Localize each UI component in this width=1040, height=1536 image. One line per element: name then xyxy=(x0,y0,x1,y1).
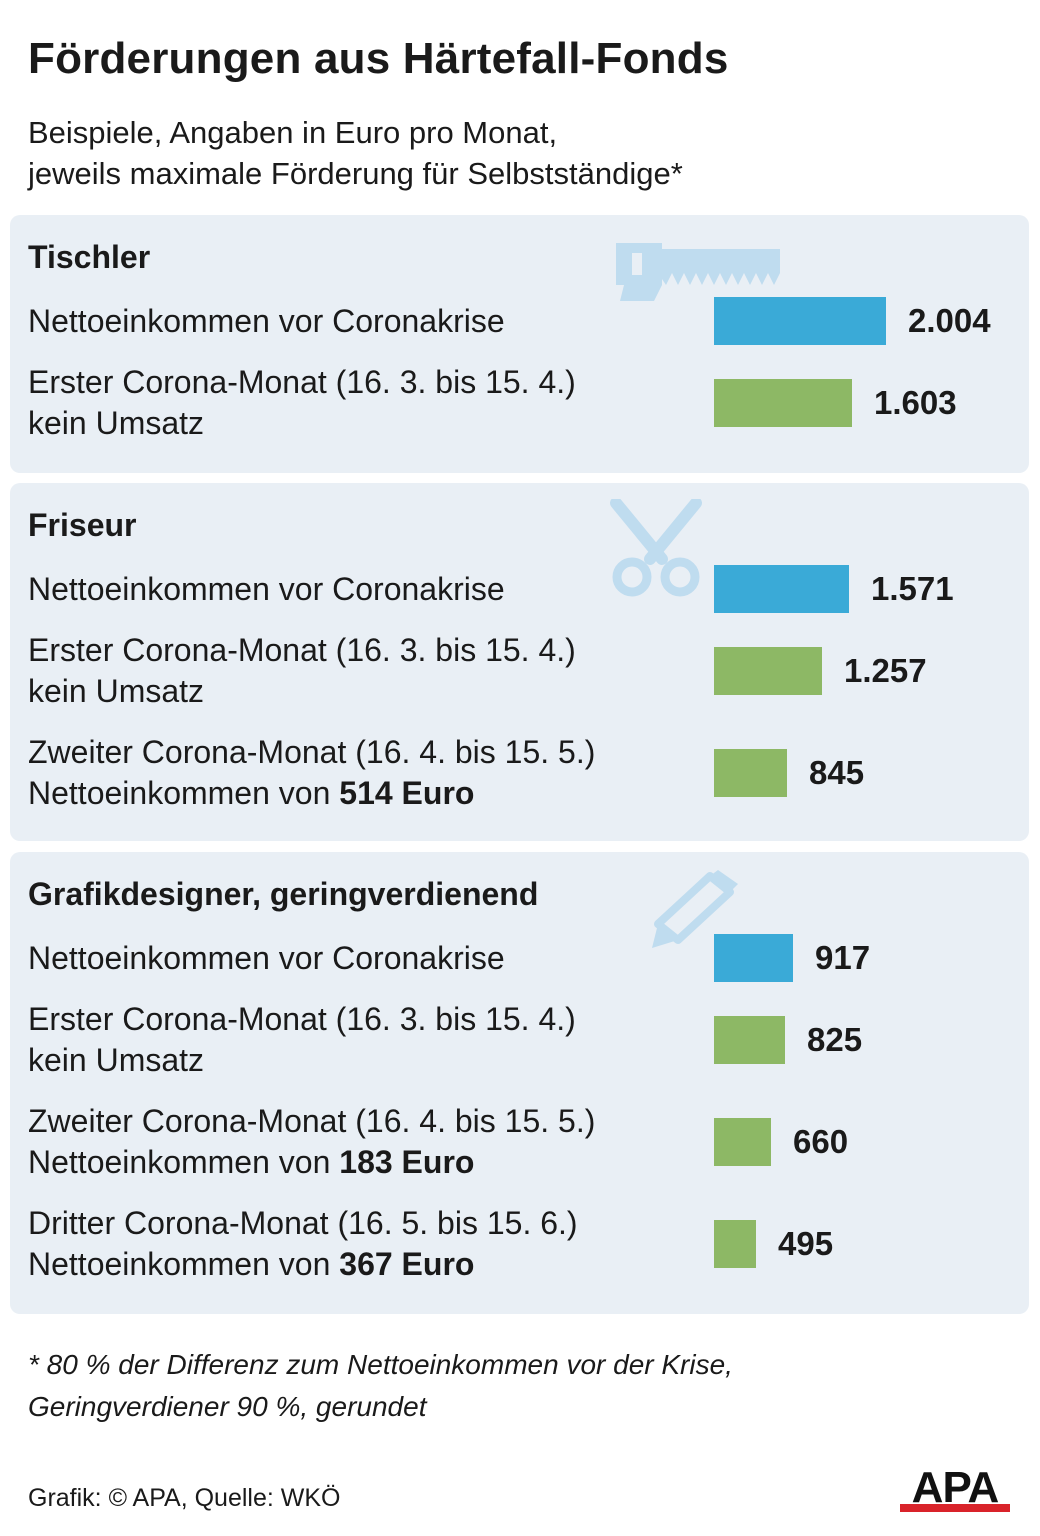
source-credit: Grafik: © APA, Quelle: WKÖ xyxy=(28,1484,341,1512)
category-label: Nettoeinkommen vor Coronakrise xyxy=(28,938,505,979)
category-label-detail: kein Umsatz xyxy=(28,673,205,709)
footnote-line-1: * 80 % der Differenz zum Nettoeinkommen … xyxy=(28,1349,733,1380)
bar xyxy=(714,749,787,797)
category-label-line-2: kein Umsatz xyxy=(28,671,576,712)
bar xyxy=(714,297,886,345)
category-label-detail: Nettoeinkommen von xyxy=(28,1246,340,1282)
category-label-line-1: Nettoeinkommen vor Coronakrise xyxy=(28,940,505,976)
pencil-icon xyxy=(648,870,738,955)
bar-value-label: 1.257 xyxy=(844,652,927,689)
category-label: Zweiter Corona-Monat (16. 4. bis 15. 5.)… xyxy=(28,1101,595,1183)
bar-value-label: 845 xyxy=(809,754,865,791)
category-label: Erster Corona-Monat (16. 3. bis 15. 4.) k… xyxy=(28,999,576,1081)
category-label-detail: Nettoeinkommen von xyxy=(28,1144,340,1180)
category-label: Dritter Corona-Monat (16. 5. bis 15. 6.)… xyxy=(28,1203,578,1285)
bar-value-label: 825 xyxy=(807,1021,863,1058)
bar-value-label: 660 xyxy=(793,1123,849,1160)
bar-value-label: 1.571 xyxy=(871,570,954,607)
panel-title: Tischler xyxy=(28,239,151,275)
bar xyxy=(714,1220,756,1268)
category-label-detail: kein Umsatz xyxy=(28,405,205,441)
bar-value-label: 917 xyxy=(815,939,871,976)
category-label-line-1: Zweiter Corona-Monat (16. 4. bis 15. 5.) xyxy=(28,734,596,770)
category-label: Zweiter Corona-Monat (16. 4. bis 15. 5.)… xyxy=(28,732,595,814)
bar xyxy=(714,1016,785,1064)
category-label-amount: 514 Euro xyxy=(339,775,475,811)
apa-logo: APA xyxy=(900,1464,1010,1512)
saw-icon xyxy=(614,239,784,314)
bar xyxy=(714,565,849,613)
bar-value-label: 2.004 xyxy=(908,302,991,339)
category-label: Erster Corona-Monat (16. 3. bis 15. 4.) k… xyxy=(28,630,576,712)
scissors-icon xyxy=(608,497,704,604)
bar xyxy=(714,934,793,982)
category-label: Nettoeinkommen vor Coronakrise xyxy=(28,569,505,610)
category-label-line-1: Nettoeinkommen vor Coronakrise xyxy=(28,303,505,339)
chart-panel: Tischler Nettoeinkommen vor Coronakrise 2.… xyxy=(10,215,1029,473)
category-label-line-1: Nettoeinkommen vor Coronakrise xyxy=(28,571,505,607)
category-label-line-2: Nettoeinkommen von 514 Euro xyxy=(28,773,595,814)
bar xyxy=(714,647,822,695)
chart-subtitle: Beispiele, Angaben in Euro pro Monat, je… xyxy=(28,112,683,194)
footnote: * 80 % der Differenz zum Nettoeinkommen … xyxy=(28,1344,733,1428)
category-label-line-1: Zweiter Corona-Monat (16. 4. bis 15. 5.) xyxy=(28,1103,596,1139)
category-label-amount: 367 Euro xyxy=(339,1246,475,1282)
category-label-line-1: Dritter Corona-Monat (16. 5. bis 15. 6.) xyxy=(28,1205,578,1241)
bar-value-label: 495 xyxy=(778,1225,834,1262)
chart-panel: Friseur Nettoeinkommen vor Coronakrise 1.5… xyxy=(10,483,1029,841)
category-label-line-1: Erster Corona-Monat (16. 3. bis 15. 4.) xyxy=(28,1001,576,1037)
category-label-amount: 183 Euro xyxy=(339,1144,475,1180)
footnote-line-2: Geringverdiener 90 %, gerundet xyxy=(28,1391,427,1422)
category-label-detail: kein Umsatz xyxy=(28,1042,205,1078)
bar xyxy=(714,1118,771,1166)
bar-value-label: 1.603 xyxy=(874,384,957,421)
apa-logo-red-bar xyxy=(900,1504,1010,1512)
panel-title: Grafikdesigner, geringverdienend xyxy=(28,876,539,912)
chart-title: Förderungen aus Härtefall-Fonds xyxy=(28,34,729,83)
chart-panel: Grafikdesigner, geringverdienend Nettoein… xyxy=(10,852,1029,1314)
subtitle-line-2: jeweils maximale Förderung für Selbststä… xyxy=(28,156,683,191)
category-label-line-2: Nettoeinkommen von 367 Euro xyxy=(28,1244,578,1285)
category-label-line-1: Erster Corona-Monat (16. 3. bis 15. 4.) xyxy=(28,364,576,400)
category-label-line-2: Nettoeinkommen von 183 Euro xyxy=(28,1142,595,1183)
category-label: Nettoeinkommen vor Coronakrise xyxy=(28,301,505,342)
panel-title: Friseur xyxy=(28,507,137,543)
category-label-line-1: Erster Corona-Monat (16. 3. bis 15. 4.) xyxy=(28,632,576,668)
category-label-line-2: kein Umsatz xyxy=(28,403,576,444)
bar xyxy=(714,379,852,427)
category-label: Erster Corona-Monat (16. 3. bis 15. 4.) k… xyxy=(28,362,576,444)
category-label-line-2: kein Umsatz xyxy=(28,1040,576,1081)
category-label-detail: Nettoeinkommen von xyxy=(28,775,340,811)
subtitle-line-1: Beispiele, Angaben in Euro pro Monat, xyxy=(28,115,558,150)
